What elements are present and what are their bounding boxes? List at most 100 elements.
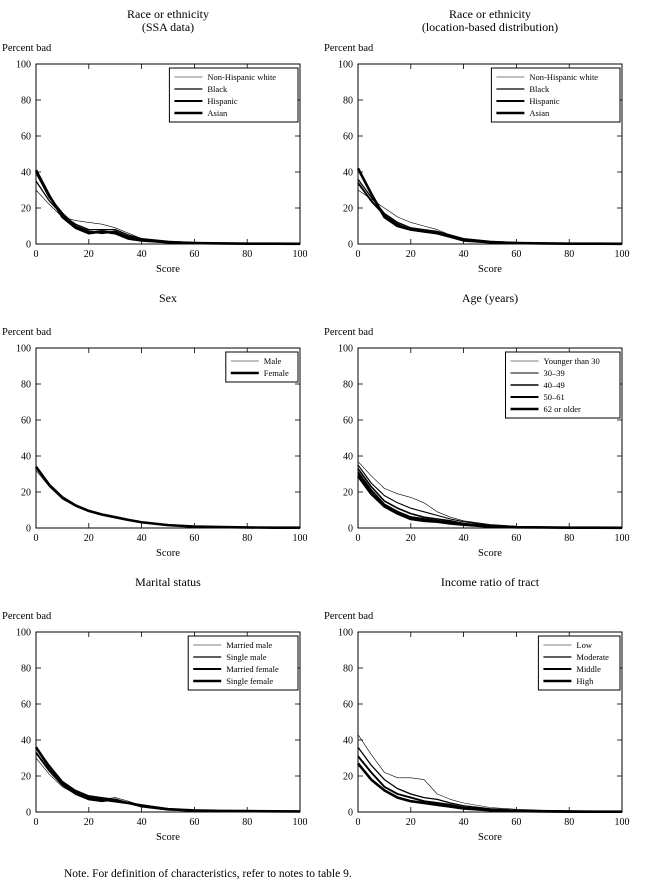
chart-subtitle: (SSA data)	[141, 20, 195, 34]
legend-box	[225, 351, 299, 383]
x-axis-label: Score	[156, 832, 180, 843]
series-line-hispanic	[357, 182, 622, 245]
legend-label: Younger than 30	[544, 356, 600, 366]
y-tick-label: 40	[343, 452, 353, 463]
x-tick-label: 80	[242, 817, 252, 828]
x-tick-label: 100	[293, 817, 308, 828]
legend-label: Married male	[226, 640, 272, 650]
series-line-younger-than-30	[357, 461, 623, 528]
y-tick-label: 20	[21, 772, 31, 783]
x-tick-label: 0	[34, 533, 39, 544]
series-line-moderate	[357, 746, 623, 813]
x-tick-label: 80	[564, 817, 574, 828]
series-line-middle	[357, 755, 623, 813]
y-axis-label: Percent bad	[2, 43, 52, 54]
series-line-single-male	[35, 746, 301, 813]
legend-label: Asian	[207, 108, 228, 118]
legend-label: Black	[529, 84, 550, 94]
x-tick-label: 0	[356, 817, 361, 828]
series-line-black	[35, 180, 301, 245]
chart-title-block: Age (years)	[322, 290, 644, 322]
axis-frame	[357, 631, 623, 813]
axis-frame	[35, 631, 301, 813]
y-tick-label: 100	[338, 344, 353, 355]
y-tick-label: 60	[343, 132, 353, 143]
chart-title: Sex	[159, 291, 177, 305]
line-chart-race-ssa: 0 20 40 60 80 100 0 20 40 60 80 100 Percent bad Score…	[2, 43, 308, 275]
series-line-married-male	[35, 757, 300, 812]
y-tick-label: 20	[343, 488, 353, 499]
y-tick-label: 40	[343, 736, 353, 747]
y-tick-label: 20	[343, 204, 353, 215]
chart-title: Race or ethnicity	[449, 7, 531, 21]
x-tick-label: 100	[615, 817, 630, 828]
x-tick-label: 60	[511, 817, 521, 828]
chart-title-block: Income ratio of tract	[322, 574, 644, 606]
y-tick-label: 100	[338, 60, 353, 71]
x-tick-label: 60	[189, 817, 199, 828]
axis-frame	[357, 347, 623, 529]
line-chart-sex: 0 20 40 60 80 100 0 20 40 60 80 100 Percent bad Score…	[2, 327, 308, 559]
series-line-non-hispanic-white	[357, 189, 623, 244]
y-tick-label: 20	[343, 772, 353, 783]
legend-label: Female	[264, 368, 289, 378]
x-tick-label: 80	[564, 533, 574, 544]
y-axis-label: Percent bad	[324, 327, 374, 338]
axis-frame	[357, 63, 623, 245]
x-tick-label: 100	[615, 249, 630, 260]
line-chart-marital: 0 20 40 60 80 100 0 20 40 60 80 100 Percent bad Score…	[2, 611, 308, 843]
x-tick-label: 20	[406, 817, 416, 828]
y-tick-label: 100	[16, 60, 31, 71]
legend-label: Non-Hispanic white	[529, 72, 598, 82]
y-tick-label: 20	[21, 488, 31, 499]
series-line-asian	[34, 169, 301, 246]
chart-panel-race-location: Race or ethnicity (location-based distri…	[322, 6, 644, 290]
y-tick-label: 40	[21, 452, 31, 463]
chart-panel-marital: Marital status 0 20 40 60 80 100 0 20 40 60 80 100 P…	[0, 574, 322, 858]
chart-grid: Race or ethnicity (SSA data) 0 20 40 60 80 10…	[0, 6, 645, 858]
x-tick-label: 40	[459, 817, 469, 828]
x-axis-label: Score	[478, 548, 502, 559]
line-chart-age: 0 20 40 60 80 100 0 20 40 60 80 100 Percent bad Score…	[324, 327, 630, 559]
chart-panel-age: Age (years) 0 20 40 60 80 100 0 20 40 60 80 100 Perc…	[322, 290, 644, 574]
x-tick-label: 100	[293, 249, 308, 260]
legend-label: Single female	[226, 676, 273, 686]
y-tick-label: 80	[343, 664, 353, 675]
y-tick-label: 100	[16, 344, 31, 355]
x-tick-label: 40	[137, 249, 147, 260]
x-tick-label: 60	[189, 249, 199, 260]
chart-title: Income ratio of tract	[440, 575, 540, 589]
x-tick-label: 20	[406, 249, 416, 260]
x-tick-label: 100	[293, 533, 308, 544]
y-tick-label: 60	[21, 416, 31, 427]
chart-title: Marital status	[135, 575, 201, 589]
axis-frame	[35, 347, 301, 529]
y-tick-label: 40	[343, 168, 353, 179]
y-tick-label: 80	[21, 380, 31, 391]
chart-title-block: Marital status	[0, 574, 322, 606]
x-axis-label: Score	[156, 264, 180, 275]
legend-label: 62 or older	[544, 404, 581, 414]
legend-label: 40–49	[544, 380, 565, 390]
y-tick-label: 60	[343, 700, 353, 711]
y-tick-label: 80	[343, 96, 353, 107]
legend-label: Middle	[576, 664, 601, 674]
x-tick-label: 0	[34, 817, 39, 828]
chart-title-block: Sex	[0, 290, 322, 322]
x-tick-label: 100	[615, 533, 630, 544]
x-tick-label: 20	[406, 533, 416, 544]
line-chart-race-location: 0 20 40 60 80 100 0 20 40 60 80 100 Percent bad Score…	[324, 43, 630, 275]
x-tick-label: 0	[356, 249, 361, 260]
y-tick-label: 100	[338, 628, 353, 639]
legend-label: Black	[207, 84, 228, 94]
y-tick-label: 60	[21, 132, 31, 143]
legend-label: Male	[264, 356, 282, 366]
series-line-single-female	[34, 746, 301, 813]
x-tick-label: 20	[84, 533, 94, 544]
chart-subtitle: (location-based distribution)	[421, 20, 559, 34]
chart-panel-income: Income ratio of tract 0 20 40 60 80 100 0 20 40 6…	[322, 574, 644, 858]
series-line-black	[357, 178, 623, 245]
series-line-62-or-older	[356, 475, 623, 530]
series-line-30-39	[357, 464, 622, 529]
